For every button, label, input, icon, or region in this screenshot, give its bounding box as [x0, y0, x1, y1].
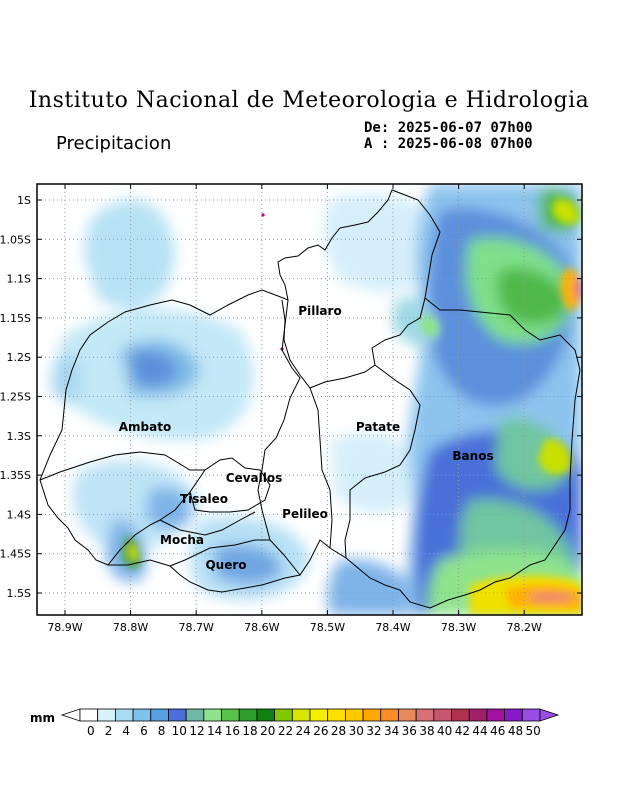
place-label: Cevallos: [226, 471, 282, 485]
lat-tick-label: 1.05S: [0, 233, 31, 246]
legend-label: 4: [122, 724, 130, 738]
legend-label: 24: [296, 724, 311, 738]
place-label: Quero: [205, 558, 246, 572]
legend-swatch: [256, 708, 276, 722]
legend-arrow-low: [60, 708, 81, 722]
legend-label: 10: [172, 724, 187, 738]
legend-swatch: [185, 708, 205, 722]
lon-tick-label: 78.2W: [507, 621, 542, 634]
lon-tick-label: 78.6W: [244, 621, 279, 634]
legend-swatch: [327, 708, 346, 722]
legend-swatch: [309, 708, 329, 722]
legend-label: 12: [189, 724, 204, 738]
legend-swatch: [362, 708, 382, 722]
place-labels: Pillaro Ambato Patate Banos Cevallos Tis…: [119, 304, 494, 572]
legend-swatch: [468, 708, 488, 722]
legend-unit: mm: [30, 711, 55, 725]
legend-label: 40: [437, 724, 452, 738]
legend-label: 38: [419, 724, 434, 738]
lat-tick-label: 1.4S: [7, 508, 31, 521]
legend-swatch: [486, 708, 506, 722]
legend-label: 44: [472, 724, 487, 738]
legend-label: 18: [242, 724, 257, 738]
legend-label: 36: [402, 724, 417, 738]
legend-swatch: [132, 708, 152, 722]
legend-swatch: [504, 708, 523, 722]
legend-label: 8: [158, 724, 166, 738]
legend-label: 0: [87, 724, 95, 738]
legend-label: 22: [278, 724, 293, 738]
axis-ticks: [37, 184, 582, 615]
legend-label: 46: [490, 724, 505, 738]
legend-swatch: [238, 708, 258, 722]
legend-swatch: [451, 708, 470, 722]
lon-tick-label: 78.9W: [47, 621, 82, 634]
legend-swatch: [221, 708, 240, 722]
lat-tick-label: 1.25S: [0, 391, 31, 404]
place-label: Tisaleo: [180, 492, 228, 506]
place-label: Ambato: [119, 420, 171, 434]
map-frame: [36, 183, 583, 616]
legend-swatch: [433, 708, 452, 722]
legend-swatch: [344, 708, 364, 722]
legend-label: 26: [313, 724, 328, 738]
color-legend: mm 0 2 4 6 8 10 12 14 16 18 20 22 24 26 28 30 32 34 36 38 40…: [30, 708, 560, 738]
legend-swatch: [291, 708, 311, 722]
legend-label: 14: [207, 724, 222, 738]
date-from: De: 2025-06-07 07h00: [364, 120, 533, 136]
lat-tick-label: 1.45S: [0, 548, 31, 561]
place-label: Patate: [356, 420, 400, 434]
lat-tick-label: 1.5S: [7, 587, 31, 600]
legend-arrow-high: [539, 708, 560, 722]
legend-swatch: [521, 708, 541, 722]
lon-tick-label: 78.4W: [375, 621, 410, 634]
legend-label: 48: [508, 724, 523, 738]
legend-swatch: [380, 708, 399, 722]
date-range: De: 2025-06-07 07h00 A : 2025-06-08 07h0…: [364, 120, 533, 152]
legend-label: 2: [105, 724, 113, 738]
place-label: Pillaro: [298, 304, 341, 318]
lon-tick-label: 78.7W: [179, 621, 214, 634]
lat-tick-label: 1.1S: [7, 273, 31, 286]
latitude-axis: 1S 1.05S 1.1S 1.15S 1.2S 1.25S 1.3S 1.35S 1.4S 1.…: [0, 194, 31, 600]
legend-swatch: [168, 708, 187, 722]
precipitation-field: [37, 184, 582, 615]
legend-label: 6: [140, 724, 148, 738]
legend-swatch: [114, 708, 134, 722]
legend-swatch: [203, 708, 222, 722]
canton-borders: [39, 189, 581, 609]
lat-tick-label: 1.3S: [7, 430, 31, 443]
date-to: A : 2025-06-08 07h00: [364, 136, 533, 152]
legend-label: 20: [260, 724, 275, 738]
legend-label: 32: [366, 724, 381, 738]
lat-tick-label: 1.2S: [7, 351, 31, 364]
place-label: Banos: [452, 449, 493, 463]
lat-tick-label: 1.35S: [0, 469, 31, 482]
institute-title: Instituto Nacional de Meteorologia e Hid…: [28, 88, 590, 113]
legend-label: 42: [455, 724, 470, 738]
lat-tick-label: 1S: [17, 194, 31, 207]
legend-swatch: [79, 708, 99, 722]
legend-swatch: [97, 708, 116, 722]
legend-label: 50: [526, 724, 541, 738]
map-gridlines: [37, 184, 582, 615]
map-subtitle: Precipitacion: [56, 133, 172, 154]
place-label: Pelileo: [282, 507, 328, 521]
legend-label: 28: [331, 724, 346, 738]
legend-label: 16: [225, 724, 240, 738]
legend-swatch: [398, 708, 417, 722]
legend-label: 30: [349, 724, 364, 738]
legend-swatch: [274, 708, 293, 722]
lat-tick-label: 1.15S: [0, 312, 31, 325]
lon-tick-label: 78.8W: [113, 621, 148, 634]
legend-swatch: [415, 708, 435, 722]
legend-label: 34: [384, 724, 399, 738]
longitude-axis: 78.9W 78.8W 78.7W 78.6W 78.5W 78.4W 78.3W 78.2W: [47, 621, 542, 634]
lon-tick-label: 78.5W: [310, 621, 345, 634]
legend-swatch: [150, 708, 169, 722]
place-label: Mocha: [160, 533, 204, 547]
lon-tick-label: 78.3W: [441, 621, 476, 634]
